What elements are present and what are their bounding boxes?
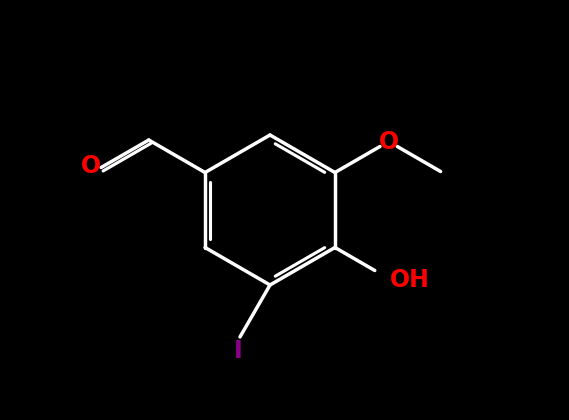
- Text: O: O: [378, 129, 399, 153]
- Text: OH: OH: [390, 268, 430, 291]
- Text: O: O: [81, 153, 101, 178]
- Text: I: I: [234, 339, 242, 363]
